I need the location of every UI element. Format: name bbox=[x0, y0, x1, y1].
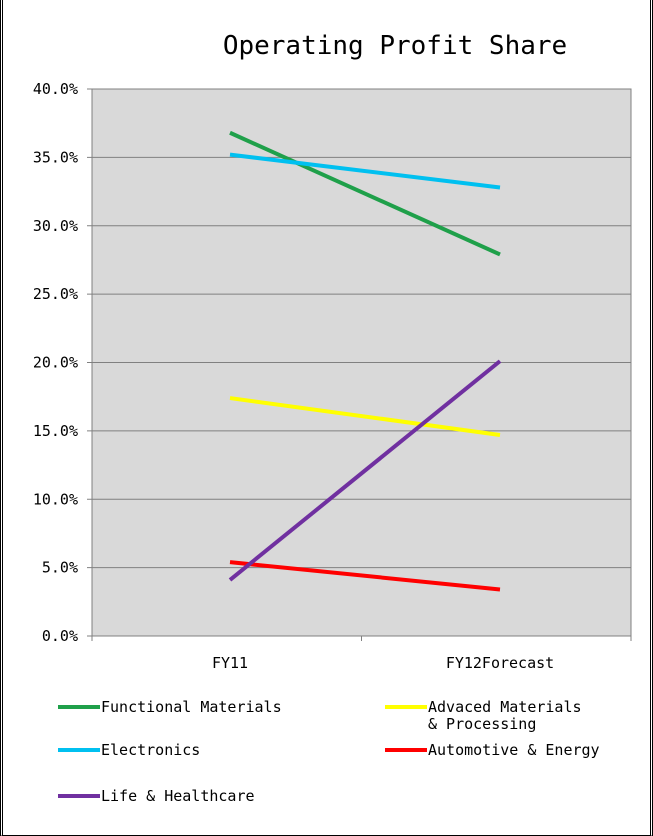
y-tick-label: 35.0% bbox=[33, 148, 78, 166]
y-tick-label: 5.0% bbox=[42, 559, 78, 577]
legend-label: Advaced Materials & Processing bbox=[428, 698, 582, 733]
y-tick-label: 25.0% bbox=[33, 285, 78, 303]
legend-label: Automotive & Energy bbox=[428, 741, 600, 759]
y-tick-label: 20.0% bbox=[33, 354, 78, 372]
legend-label: Functional Materials bbox=[101, 698, 282, 716]
y-tick-label: 40.0% bbox=[33, 80, 78, 98]
legend: Functional Materials Advaced Materials & P… bbox=[58, 698, 600, 805]
chart-title: Operating Profit Share bbox=[223, 31, 567, 61]
x-tick-label: FY11 bbox=[212, 654, 248, 672]
x-tick-label: FY12Forecast bbox=[446, 654, 554, 672]
y-tick-label: 0.0% bbox=[42, 627, 78, 645]
y-axis: 0.0% 5.0% 10.0% 15.0% 20.0% 25.0% 30.0% 35.0% 40… bbox=[33, 80, 92, 645]
legend-label: Life & Healthcare bbox=[101, 787, 255, 805]
y-tick-label: 15.0% bbox=[33, 422, 78, 440]
y-tick-label: 10.0% bbox=[33, 490, 78, 508]
x-axis: FY11 FY12Forecast bbox=[92, 636, 631, 672]
legend-label: Electronics bbox=[101, 741, 200, 759]
y-tick-label: 30.0% bbox=[33, 217, 78, 235]
